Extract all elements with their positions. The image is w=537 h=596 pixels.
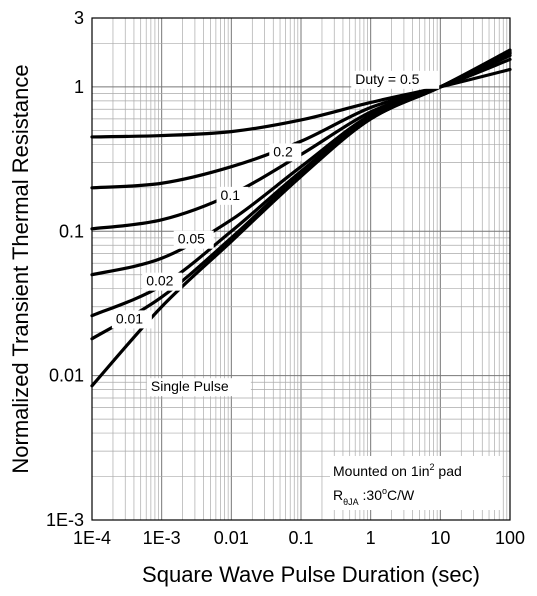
mounting-text: Mounted on 1in [333,463,430,479]
y-tick-label: 0.1 [59,221,84,241]
curve-label-background [173,230,214,249]
curve-label: 0.2 [273,143,293,159]
plot-frame [91,17,511,521]
curve-label-background [146,378,251,397]
degree-symbol: o [382,486,387,496]
r-subscript: θJA [343,497,359,507]
curve-label-background [111,310,152,329]
x-tick-label: 1E-3 [143,528,181,548]
mounting-note-line2: RθJA :30oC/W [333,486,415,507]
curve-label: 0.01 [116,310,143,326]
curve-label-background [216,186,249,205]
curve-label: Duty = 0.5 [355,71,419,87]
curve-label-background [351,70,440,89]
x-tick-label: 0.1 [288,528,313,548]
mounting-note: Mounted on 1in2 pad RθJA :30oC/W [330,456,502,510]
x-tick-label: 1E-4 [73,528,111,548]
curve-label-background [142,272,183,291]
curve-label: Single Pulse [151,378,229,394]
curve-label-background [269,143,302,162]
x-tick-label: 1 [366,528,376,548]
series-line [90,48,512,388]
mounting-superscript: 2 [430,462,435,472]
x-tick-label: 0.01 [214,528,249,548]
curve-labels: Duty = 0.5 0.2 0.1 0.05 0.02 0.01 Single Pulse [111,70,440,397]
y-tick-label: 0.01 [49,366,84,386]
x-tick-label: 100 [495,528,525,548]
y-tick-label: 3 [74,8,84,28]
series-lines [90,48,512,388]
mounting-note-line1: Mounted on 1in2 pad [333,462,462,479]
r-unit: C/W [387,487,415,503]
curve-label: 0.1 [221,187,241,203]
y-tick-label: 1E-3 [46,510,84,530]
x-axis-title: Square Wave Pulse Duration (sec) [142,562,480,587]
y-axis-title: Normalized Transient Thermal Resistance [8,64,33,473]
grid-lines [91,17,510,521]
y-tick-label: 1 [74,77,84,97]
mounting-tail: pad [435,463,462,479]
r-value: :30 [359,487,383,503]
r-symbol: R [333,487,343,503]
x-tick-label: 10 [430,528,450,548]
curve-label: 0.02 [146,273,173,289]
curve-label: 0.05 [178,231,205,247]
